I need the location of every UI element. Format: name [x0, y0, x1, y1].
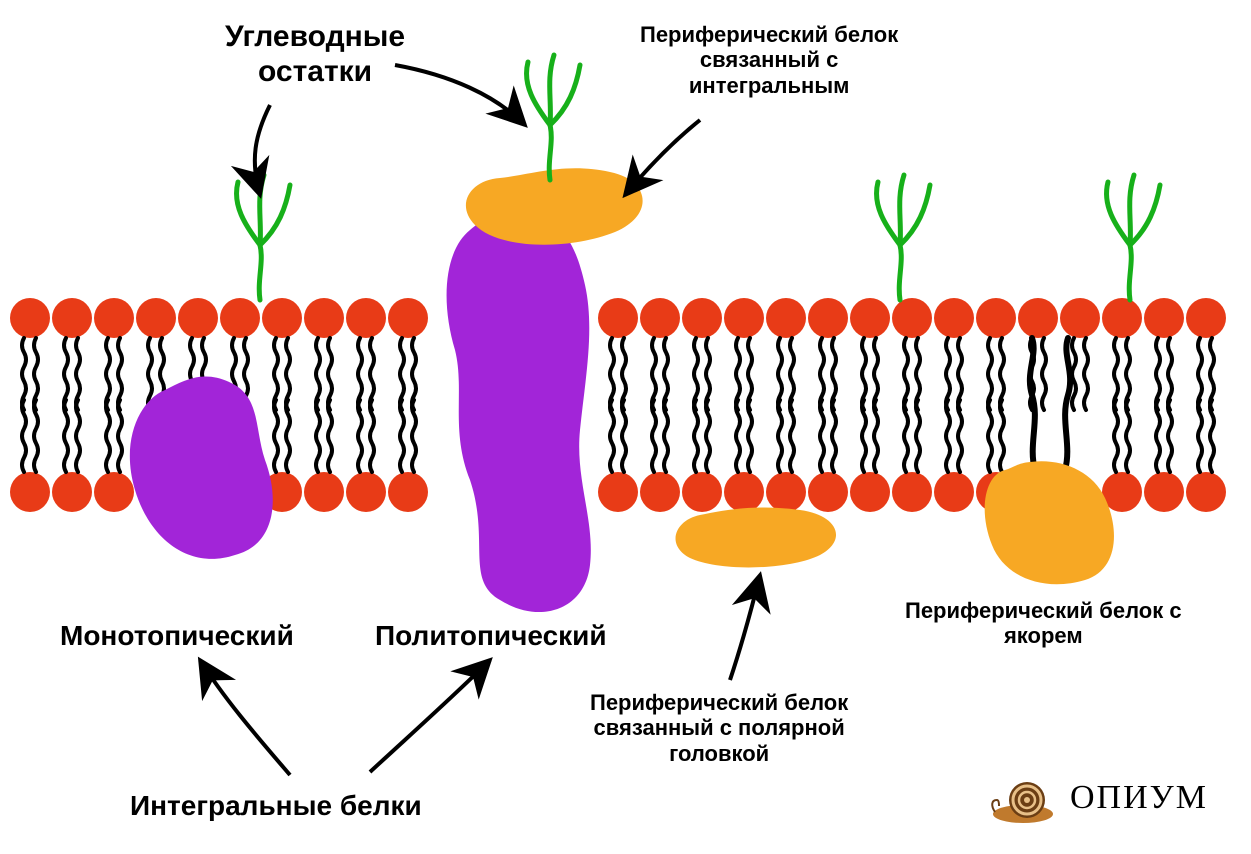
protein-polytopic — [447, 213, 591, 612]
proteins-group — [130, 168, 1114, 612]
carb-chain — [877, 175, 930, 300]
carb-chain — [1107, 175, 1160, 300]
lipid-anchor-tails — [1030, 338, 1070, 470]
label-peripheral-integral: Периферический белок связанный с интегра… — [640, 22, 898, 98]
integral-to-mono — [200, 660, 290, 775]
label-carbohydrate-residues: Углеводные остатки — [225, 20, 405, 89]
label-peripheral-polar: Периферический белок связанный с полярно… — [590, 690, 848, 766]
carb-to-left — [255, 105, 270, 195]
carb-chain — [237, 175, 290, 300]
annotation-arrows — [200, 65, 760, 775]
label-peripheral-anchor: Периферический белок с якорем — [905, 598, 1182, 649]
snail-icon — [985, 770, 1060, 825]
brand-name: ОПИУМ — [1070, 779, 1208, 817]
protein-monotopic — [130, 376, 273, 558]
integral-to-poly — [370, 660, 490, 772]
peripheral-top-arrow — [625, 120, 700, 195]
label-integral-proteins: Интегральные белки — [130, 790, 422, 822]
carb-to-right — [395, 65, 525, 125]
protein-peripheral-top — [466, 168, 643, 244]
lipid-bilayer-top — [10, 298, 1226, 410]
peripheral-polar-arrow — [730, 575, 760, 680]
protein-peripheral-polar — [676, 507, 836, 567]
carb-chain — [527, 55, 580, 180]
label-polytopic: Политопический — [375, 620, 607, 652]
brand-logo: ОПИУМ — [985, 770, 1208, 825]
label-monotopic: Монотопический — [60, 620, 294, 652]
protein-peripheral-anchored — [985, 461, 1114, 584]
lipid-bilayer-bottom — [10, 400, 1226, 512]
